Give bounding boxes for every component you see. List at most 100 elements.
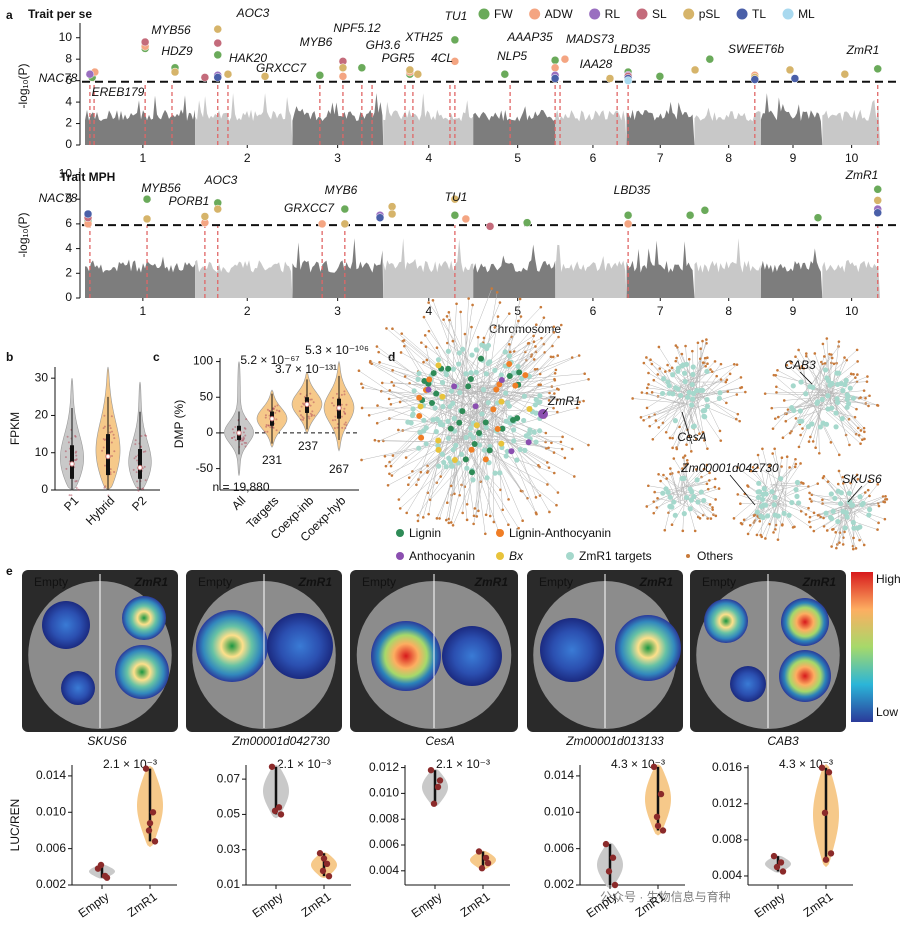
- node-other: [706, 487, 710, 491]
- jitter-dot: [137, 489, 140, 492]
- node-target: [464, 465, 470, 471]
- node-target: [694, 477, 700, 483]
- snp-point: [785, 65, 795, 75]
- node-other: [470, 325, 473, 329]
- node-target: [759, 496, 766, 503]
- node-other: [519, 315, 523, 318]
- node-target: [503, 453, 509, 459]
- snp-point: [550, 63, 560, 73]
- edge: [786, 483, 818, 497]
- node-other: [467, 297, 470, 300]
- node-target: [697, 387, 703, 394]
- jitter-dot: [264, 416, 267, 419]
- node-other: [785, 363, 789, 367]
- node-target: [421, 417, 427, 423]
- node-pathway: [468, 446, 475, 453]
- node-target: [448, 463, 454, 469]
- node-other: [856, 477, 860, 481]
- node-other: [534, 496, 538, 499]
- edge: [831, 398, 857, 435]
- x-tick-label: 6: [590, 304, 597, 318]
- node-target: [681, 511, 687, 517]
- node-other: [761, 447, 764, 451]
- node-other: [657, 426, 661, 429]
- node-other: [708, 471, 711, 475]
- node-other: [662, 473, 665, 477]
- node-other: [559, 440, 563, 444]
- panel-label: c: [153, 350, 160, 364]
- node-other: [841, 543, 845, 546]
- edge: [652, 408, 684, 440]
- jitter-dot: [231, 428, 234, 431]
- node-other: [699, 347, 703, 351]
- edge: [480, 391, 554, 409]
- node-other: [823, 355, 826, 358]
- gene-label: MYB56: [151, 23, 191, 37]
- jitter-dot: [136, 459, 139, 462]
- snp-point: [700, 206, 710, 215]
- snp-point: [140, 37, 150, 47]
- edge: [809, 396, 832, 443]
- node-other: [397, 428, 400, 432]
- snp-cloud: [473, 244, 556, 298]
- edge: [670, 468, 680, 498]
- node-other: [812, 529, 816, 533]
- node-other: [449, 521, 453, 524]
- p-value: 2.1 × 10⁻³: [436, 757, 490, 771]
- node-other: [800, 365, 804, 368]
- node-target: [849, 502, 856, 508]
- node-target: [835, 518, 841, 525]
- node-target: [690, 424, 696, 430]
- node-other: [701, 431, 705, 434]
- image-label: ZmR1: [474, 575, 509, 589]
- label-leader: [681, 411, 693, 445]
- jitter-dot: [102, 446, 105, 449]
- snp-cloud: [555, 244, 627, 298]
- node-other: [802, 482, 805, 485]
- node-target: [690, 396, 696, 402]
- node-other: [832, 362, 836, 366]
- edge: [737, 467, 787, 506]
- edge: [464, 334, 470, 406]
- jitter-dot: [113, 450, 116, 453]
- jitter-dot: [102, 427, 105, 430]
- node-other: [445, 518, 448, 522]
- node-other: [675, 447, 679, 451]
- node-pathway: [418, 434, 425, 441]
- snp-point: [85, 69, 95, 79]
- node-other: [689, 450, 693, 453]
- edge: [698, 348, 701, 394]
- node-other: [711, 506, 714, 509]
- snp-cloud: [383, 93, 474, 145]
- x-tick-label: 3: [334, 304, 341, 318]
- y-tick-label: 0.010: [544, 804, 574, 818]
- jitter-dot: [269, 426, 272, 429]
- node-other: [693, 529, 697, 533]
- snp-point: [623, 219, 633, 229]
- edge: [358, 370, 451, 433]
- node-other: [882, 500, 885, 504]
- node-target: [807, 384, 813, 390]
- node-target: [479, 411, 485, 417]
- x-tick-label: 5: [514, 151, 521, 165]
- node-target: [837, 501, 844, 507]
- edge: [361, 436, 470, 461]
- jitter-dot: [143, 465, 146, 468]
- node-other: [656, 497, 659, 500]
- node-other: [399, 351, 403, 354]
- node-other: [780, 456, 784, 460]
- node-other: [884, 495, 887, 498]
- image-label: Empty: [198, 575, 232, 589]
- node-other: [855, 473, 859, 477]
- data-point: [657, 790, 665, 798]
- node-target: [537, 393, 543, 399]
- node-other: [539, 305, 543, 309]
- edge: [819, 377, 856, 406]
- node-other: [862, 543, 866, 547]
- node-other: [863, 430, 866, 434]
- jitter-dot: [133, 457, 136, 460]
- jitter-dot: [345, 424, 348, 427]
- y-tick-label: 8: [65, 51, 72, 65]
- node-other: [392, 384, 396, 387]
- node-other: [713, 485, 717, 489]
